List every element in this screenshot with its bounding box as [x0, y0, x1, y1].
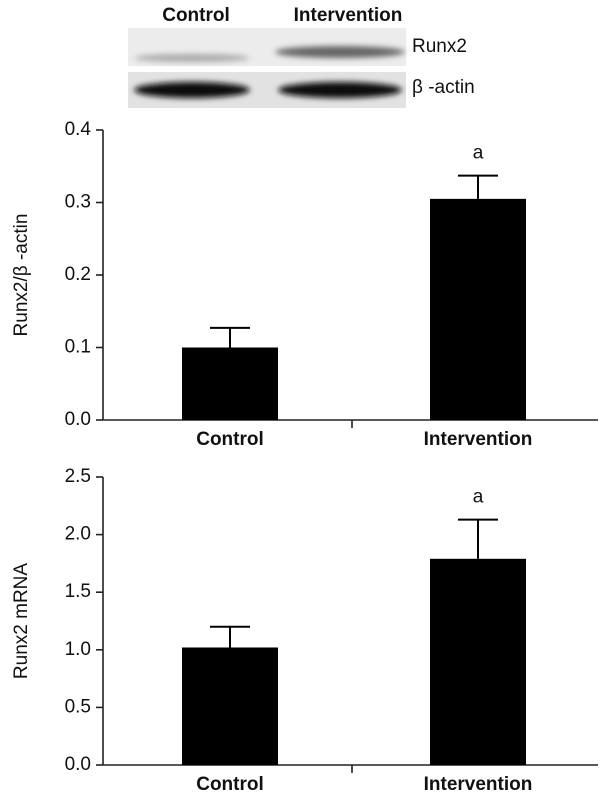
annotation: a	[473, 143, 484, 164]
y-tick-label: 2.5	[65, 466, 91, 487]
y-tick-label: 0.3	[65, 192, 91, 213]
annotation: a	[473, 487, 484, 508]
y-tick-label: 1.5	[65, 581, 91, 602]
x-tick-label: Intervention	[424, 429, 533, 450]
y-tick-label: 0.0	[65, 754, 91, 775]
x-tick-label: Control	[196, 429, 264, 450]
blot-band	[134, 82, 250, 98]
blot-band	[278, 82, 402, 98]
blot-band	[275, 46, 405, 58]
y-axis-label: Runx2/β -actin	[11, 214, 32, 337]
blot-column-label: Intervention	[294, 5, 403, 26]
y-tick-label: 2.0	[65, 524, 91, 545]
y-tick-label: 0.4	[65, 119, 92, 140]
x-tick-label: Control	[196, 774, 264, 795]
bar	[182, 647, 278, 765]
bar	[430, 198, 526, 420]
blot-row-label: Runx2	[412, 36, 467, 57]
blot-band	[134, 54, 250, 62]
blot-row-label: β -actin	[412, 77, 475, 98]
bar	[182, 347, 278, 420]
y-tick-label: 0.0	[65, 409, 91, 430]
x-tick-label: Intervention	[424, 774, 533, 795]
y-tick-label: 0.5	[65, 696, 91, 717]
y-tick-label: 0.2	[65, 264, 91, 285]
bar	[430, 558, 526, 765]
y-tick-label: 0.1	[65, 337, 91, 358]
y-tick-label: 1.0	[65, 639, 91, 660]
blot-column-label: Control	[162, 5, 230, 26]
y-axis-label: Runx2 mRNA	[11, 563, 32, 679]
